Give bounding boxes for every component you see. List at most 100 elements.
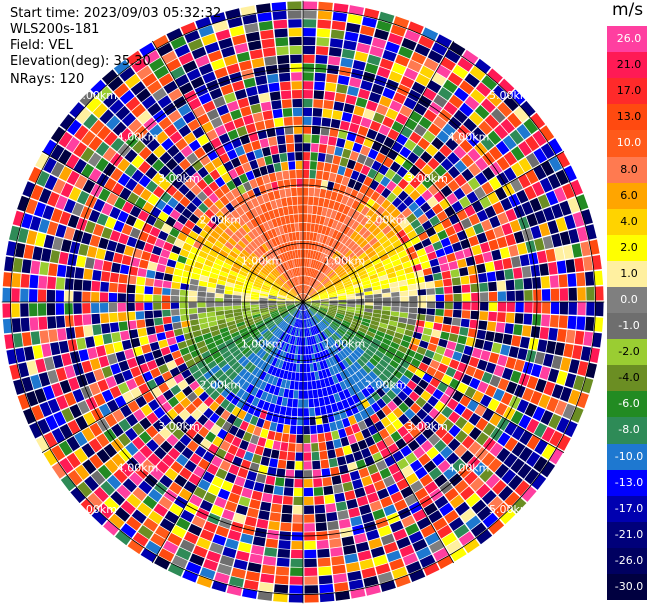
velocity-gate [103, 131, 118, 146]
velocity-gate [356, 380, 366, 391]
velocity-gate [324, 377, 331, 387]
velocity-gate [470, 522, 487, 538]
velocity-gate [334, 343, 342, 352]
velocity-gate [35, 436, 50, 453]
velocity-gate [300, 302, 303, 310]
velocity-gate [117, 293, 126, 302]
velocity-gate [329, 304, 338, 308]
velocity-gate [523, 278, 533, 290]
velocity-gate [380, 176, 391, 187]
velocity-gate [342, 205, 351, 215]
velocity-gate [399, 312, 408, 318]
velocity-gate [317, 352, 322, 362]
velocity-gate [227, 17, 243, 29]
velocity-gate [303, 310, 305, 319]
velocity-gate [499, 247, 511, 259]
velocity-gate [259, 271, 267, 278]
velocity-gate [167, 144, 180, 158]
velocity-gate [375, 266, 385, 273]
velocity-gate [351, 210, 361, 220]
velocity-gate [120, 404, 133, 418]
velocity-gate [215, 448, 227, 460]
velocity-gate [346, 22, 361, 33]
velocity-gate [221, 245, 231, 254]
velocity-gate [338, 361, 346, 371]
velocity-gate [356, 330, 366, 337]
velocity-gate [292, 268, 296, 277]
velocity-gate [314, 315, 321, 322]
velocity-gate [452, 458, 466, 472]
velocity-gate [505, 208, 517, 222]
velocity-gate [318, 253, 325, 262]
velocity-gate [444, 509, 459, 524]
velocity-gate [303, 302, 305, 310]
velocity-gate [283, 424, 290, 434]
velocity-gate [252, 453, 262, 464]
velocity-gate [64, 303, 73, 315]
velocity-gate [335, 266, 344, 274]
velocity-gate [234, 284, 243, 290]
velocity-gate [65, 327, 76, 340]
velocity-gate [150, 467, 164, 481]
velocity-gate [143, 517, 159, 532]
velocity-gate [313, 197, 319, 206]
velocity-gate [189, 380, 200, 391]
velocity-gate [378, 124, 391, 136]
velocity-gate [23, 346, 35, 361]
velocity-gate [576, 272, 586, 287]
velocity-gate [300, 249, 303, 258]
velocity-gate [66, 170, 80, 186]
velocity-gate [215, 306, 224, 312]
velocity-gate [289, 291, 297, 297]
velocity-gate [348, 5, 364, 16]
velocity-gate [329, 336, 336, 345]
velocity-gate [101, 323, 111, 334]
velocity-gate [511, 256, 521, 268]
velocity-gate [319, 135, 329, 145]
velocity-gate [465, 133, 480, 147]
velocity-gate [504, 268, 514, 280]
velocity-gate [299, 364, 303, 373]
velocity-gate [238, 542, 252, 553]
velocity-gate [232, 456, 243, 467]
colorbar-segment [607, 208, 647, 236]
velocity-gate [288, 389, 294, 399]
velocity-gate [253, 283, 262, 289]
velocity-gate [461, 374, 473, 386]
velocity-gate [249, 499, 261, 510]
velocity-gate [50, 342, 61, 356]
velocity-gate [217, 488, 230, 500]
velocity-gate [303, 10, 317, 19]
velocity-gate [198, 312, 207, 319]
velocity-gate [256, 359, 265, 369]
velocity-gate [457, 124, 471, 139]
velocity-gate [317, 286, 325, 293]
velocity-gate [235, 352, 244, 361]
velocity-gate [204, 209, 215, 219]
velocity-gate [303, 434, 311, 444]
velocity-gate [315, 513, 327, 523]
velocity-gate [338, 256, 347, 265]
velocity-gate [146, 138, 160, 152]
velocity-gate [406, 380, 418, 391]
velocity-gate [214, 572, 230, 584]
velocity-gate [309, 416, 316, 426]
velocity-gate [332, 365, 339, 374]
ring-label: 4.00km [117, 462, 159, 475]
velocity-gate [280, 310, 289, 317]
velocity-gate [260, 233, 268, 243]
velocity-gate [523, 313, 533, 325]
velocity-gate [518, 141, 532, 157]
velocity-gate [310, 317, 315, 326]
velocity-gate [194, 84, 209, 97]
velocity-gate [41, 343, 52, 358]
velocity-gate [320, 264, 327, 273]
velocity-gate [139, 336, 149, 346]
velocity-gate [312, 116, 322, 126]
velocity-gate [514, 480, 530, 497]
velocity-gate [351, 257, 360, 266]
velocity-gate [141, 251, 152, 261]
velocity-gate [306, 286, 310, 294]
velocity-gate [245, 321, 255, 327]
velocity-gate [124, 163, 137, 177]
